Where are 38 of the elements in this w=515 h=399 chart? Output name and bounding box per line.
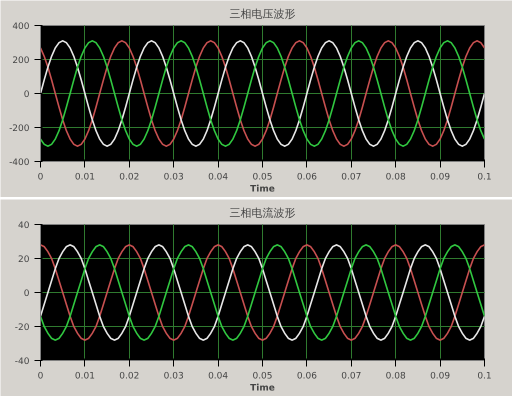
x-tick-label: 0.06	[296, 372, 318, 382]
chart-title: 三相电流波形	[230, 206, 296, 220]
x-tick-label: 0.03	[164, 372, 184, 382]
chart-title: 三相电压波形	[230, 8, 296, 20]
y-tick-label: -20	[14, 323, 30, 333]
x-tick-label: 0.09	[430, 372, 450, 382]
x-tick-label: 0.02	[119, 372, 140, 382]
line-series	[40, 40, 484, 147]
x-tick-label: 0	[38, 372, 44, 382]
x-tick-label: 0.1	[477, 172, 492, 182]
y-tick-label: 20	[18, 255, 30, 265]
x-axis-title: Time	[250, 384, 275, 394]
x-tick-label: 0.07	[341, 172, 362, 182]
x-tick-label: 0.04	[208, 172, 228, 182]
y-tick-label: 0	[24, 289, 30, 299]
y-tick-label: -200	[9, 124, 30, 134]
x-tick-label: 0.03	[164, 172, 184, 182]
x-tick-label: 0.05	[252, 372, 273, 382]
x-tick-label: 0.02	[119, 172, 140, 182]
x-tick-label: 0.04	[208, 372, 228, 382]
y-tick-label: 400	[12, 22, 30, 32]
y-tick-label: -40	[14, 357, 30, 367]
x-tick-label: 0.05	[252, 172, 273, 182]
x-tick-label: 0.01	[74, 372, 95, 382]
x-tick-label: 0.06	[296, 172, 318, 182]
x-tick-label: 0.01	[74, 172, 95, 182]
x-tick-label: 0.1	[477, 372, 492, 382]
x-tick-label: 0.09	[430, 172, 450, 182]
x-tick-label: 0.07	[341, 372, 362, 382]
line-series	[40, 244, 484, 341]
y-tick-label: 200	[12, 56, 30, 66]
y-tick-label: -400	[9, 158, 30, 168]
x-tick-label: 0.08	[386, 172, 406, 182]
y-tick-label: 40	[18, 221, 30, 231]
x-tick-label: 0.08	[386, 372, 406, 382]
x-tick-label: 0	[38, 172, 44, 182]
y-tick-label: 0	[24, 90, 30, 100]
x-axis-title: Time	[250, 184, 275, 194]
